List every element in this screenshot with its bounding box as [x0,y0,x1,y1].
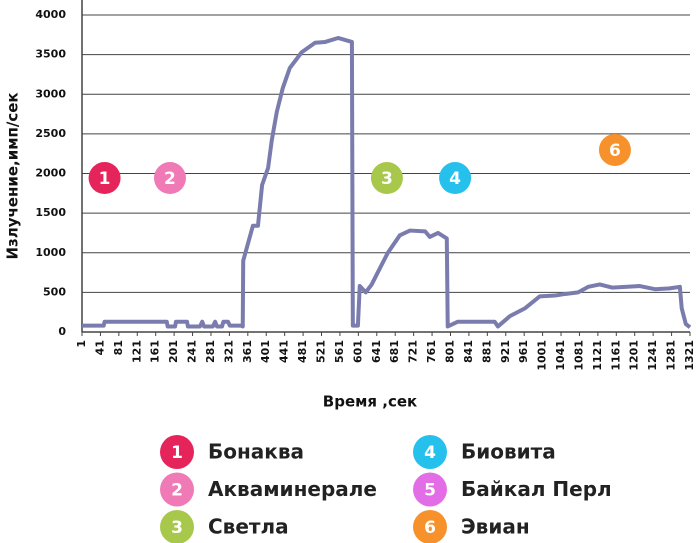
annotation-marker [439,162,472,195]
y-axis-label: Излучение,имп/сек [4,92,22,259]
legend-label: Эвиан [461,515,530,539]
x-tick-label: 321 [222,340,235,363]
annotation-label: 4 [449,169,461,189]
x-tick-label: 801 [443,340,456,363]
x-tick-label: 481 [296,340,309,363]
x-tick-label: 41 [93,340,106,355]
legend-label: Бонаква [208,440,304,464]
y-tick-label: 3500 [35,48,66,61]
x-tick-label: 361 [241,340,254,363]
legend-label: Байкал Перл [461,477,612,501]
annotation-marker [153,162,186,195]
annotation-marker [88,162,121,195]
legend-marker [413,472,447,507]
legend-marker [413,510,447,543]
x-tick-label: 841 [462,340,475,363]
x-tick-label: 441 [278,340,291,363]
x-tick-label: 161 [149,340,162,363]
x-tick-label: 81 [112,340,125,355]
legend-marker [160,510,194,543]
legend-number: 2 [171,481,183,501]
legend-number: 4 [424,443,436,463]
x-tick-label: 1081 [572,340,585,371]
x-tick-label: 1 [75,340,88,348]
legend-marker [413,435,447,469]
legend-label: Биовита [461,440,556,464]
x-tick-label: 281 [204,340,217,363]
annotation-label: 1 [99,169,111,189]
x-tick-label: 761 [425,340,438,363]
y-tick-label: 1500 [35,206,66,219]
data-line [82,35,692,329]
x-tick-label: 1281 [665,340,678,371]
y-tick-label: 2500 [35,127,66,140]
x-tick-label: 681 [388,340,401,363]
x-tick-label: 1161 [609,340,622,371]
x-tick-label: 1201 [628,340,641,371]
x-tick-label: 721 [407,340,420,363]
x-tick-label: 121 [130,340,143,363]
legend-label: Светла [208,515,289,539]
x-tick-label: 1001 [536,340,549,371]
x-tick-label: 881 [480,340,493,363]
x-tick-label: 1321 [683,340,696,371]
annotation-label: 2 [164,169,176,189]
legend-marker [160,472,194,507]
x-tick-label: 601 [351,340,364,363]
x-tick-label: 921 [499,340,512,363]
x-tick-label: 1041 [554,340,567,371]
x-tick-label: 521 [315,340,328,363]
y-tick-label: 4000 [35,8,66,21]
x-tick-label: 961 [517,340,530,363]
legend-number: 6 [424,518,436,538]
legend-number: 3 [171,518,183,538]
x-tick-label: 241 [186,340,199,363]
y-tick-label: 500 [43,285,66,298]
annotation-label: 6 [609,141,621,161]
legend-label: Акваминерале [208,477,377,501]
legend-marker [160,435,194,469]
y-tick-label: 0 [58,325,66,338]
annotation-marker [598,133,631,166]
x-tick-label: 401 [259,340,272,363]
x-tick-label: 561 [333,340,346,363]
x-axis-label: Время ,сек [323,393,417,411]
y-tick-label: 2000 [35,167,66,180]
x-tick-label: 201 [167,340,180,363]
annotation-label: 3 [381,169,393,189]
x-tick-label: 1121 [591,340,604,371]
x-tick-label: 1241 [646,340,659,371]
x-tick-label: 641 [370,340,383,363]
legend-number: 1 [171,443,183,463]
y-tick-label: 1000 [35,246,66,259]
y-tick-label: 3000 [35,87,66,100]
legend-number: 5 [424,481,436,501]
annotation-marker [370,162,403,195]
